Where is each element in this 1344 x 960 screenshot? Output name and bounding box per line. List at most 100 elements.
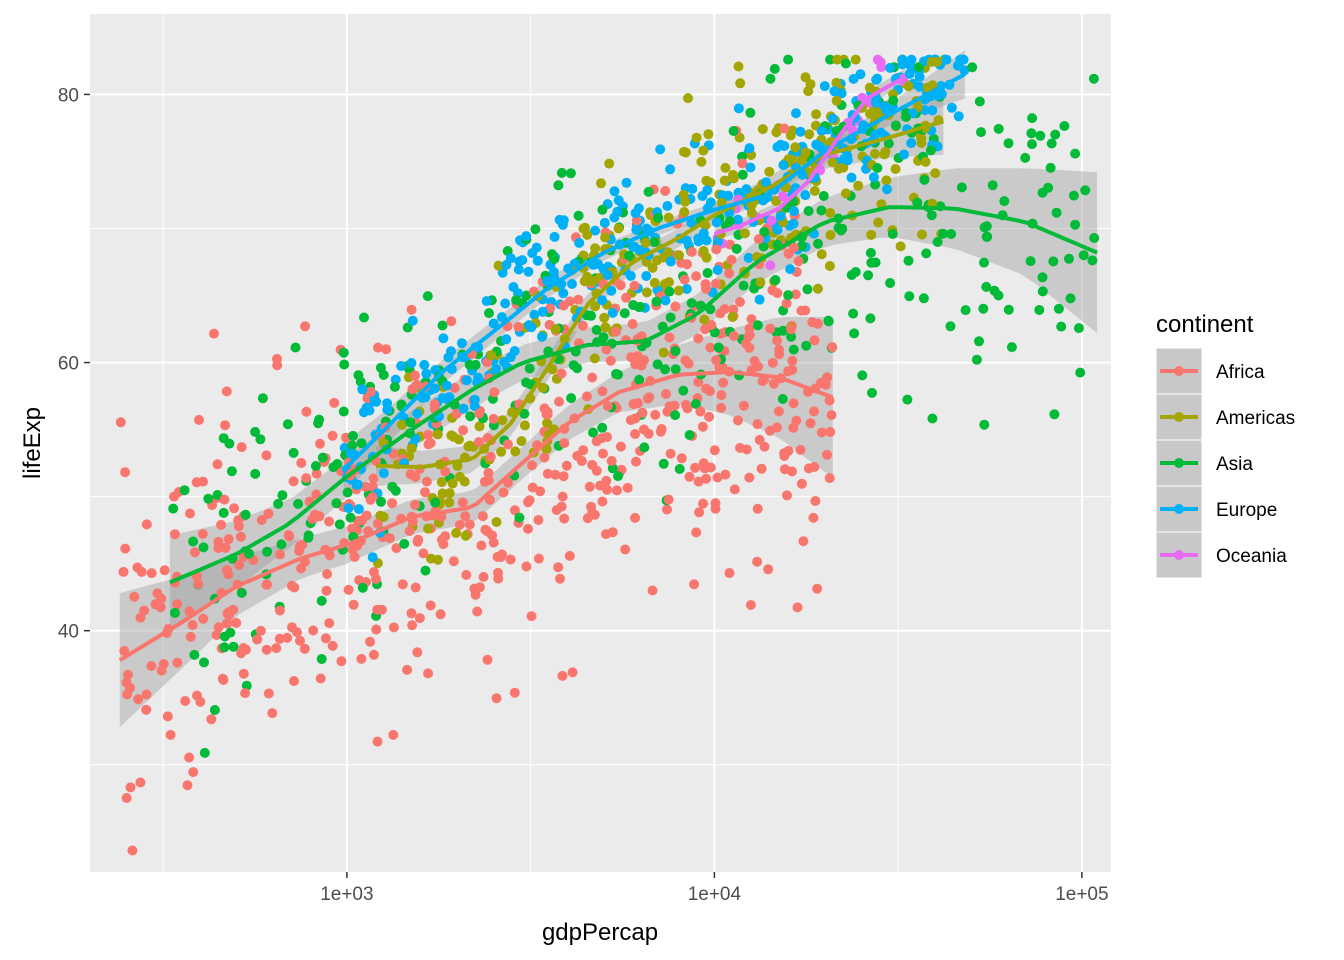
point-europe xyxy=(481,296,492,307)
point-americas xyxy=(649,277,660,288)
point-europe xyxy=(904,68,915,79)
point-asia xyxy=(244,548,254,559)
point-africa xyxy=(371,624,382,635)
point-asia xyxy=(902,394,913,405)
point-asia xyxy=(649,237,660,247)
point-africa xyxy=(629,280,640,291)
point-africa xyxy=(133,694,144,705)
point-asia xyxy=(786,331,797,342)
point-asia xyxy=(514,512,525,523)
point-europe xyxy=(567,279,577,289)
legend-label: Europe xyxy=(1216,500,1277,521)
point-africa xyxy=(774,349,785,360)
point-asia xyxy=(389,381,400,392)
point-europe xyxy=(630,208,641,219)
point-africa xyxy=(607,527,618,538)
point-africa xyxy=(664,332,675,343)
point-africa xyxy=(125,782,136,793)
point-africa xyxy=(598,448,608,459)
point-africa xyxy=(676,257,687,268)
point-africa xyxy=(561,460,572,471)
point-asia xyxy=(613,369,623,380)
point-europe xyxy=(681,284,692,294)
point-africa xyxy=(182,780,193,791)
point-asia xyxy=(250,468,261,479)
point-europe xyxy=(542,276,553,287)
point-americas xyxy=(764,166,775,177)
point-europe xyxy=(357,384,368,395)
point-europe xyxy=(906,138,917,148)
point-asia xyxy=(927,413,938,424)
point-africa xyxy=(360,481,371,492)
point-africa xyxy=(275,549,285,560)
smooth-line-oceania xyxy=(713,75,906,236)
point-americas xyxy=(701,175,712,186)
point-africa xyxy=(567,667,578,678)
point-americas xyxy=(510,446,521,457)
point-africa xyxy=(647,585,658,596)
point-asia xyxy=(1027,139,1037,150)
point-africa xyxy=(391,543,402,554)
point-europe xyxy=(613,195,624,206)
point-asia xyxy=(1003,304,1014,315)
point-africa xyxy=(698,498,709,509)
point-americas xyxy=(447,478,458,489)
point-asia xyxy=(218,507,229,518)
point-asia xyxy=(565,168,576,179)
point-asia xyxy=(833,223,844,233)
point-europe xyxy=(946,102,957,113)
point-americas xyxy=(600,322,611,333)
point-asia xyxy=(783,290,794,301)
point-asia xyxy=(709,327,720,338)
point-africa xyxy=(315,673,326,684)
point-asia xyxy=(437,320,448,331)
point-africa xyxy=(320,633,331,644)
point-americas xyxy=(604,158,615,169)
point-americas xyxy=(579,276,590,287)
point-americas xyxy=(613,223,624,234)
point-africa xyxy=(650,409,661,420)
point-asia xyxy=(678,385,689,396)
point-europe xyxy=(421,368,432,379)
point-europe xyxy=(406,358,417,368)
point-oceania xyxy=(765,260,776,271)
point-africa xyxy=(221,618,232,629)
point-americas xyxy=(658,347,669,358)
point-americas xyxy=(673,285,684,296)
point-asia xyxy=(1051,207,1062,218)
point-asia xyxy=(758,241,769,252)
legend-item-americas: Americas xyxy=(1155,393,1295,441)
point-africa xyxy=(809,462,820,472)
point-africa xyxy=(630,413,641,424)
point-asia xyxy=(777,394,788,404)
point-europe xyxy=(712,236,723,247)
point-africa xyxy=(792,602,803,613)
legend-label: Asia xyxy=(1216,454,1253,475)
point-asia xyxy=(737,169,748,180)
point-asia xyxy=(203,493,214,504)
point-asia xyxy=(803,206,814,216)
point-asia xyxy=(1046,138,1057,149)
point-oceania xyxy=(872,54,883,65)
point-africa xyxy=(788,398,799,409)
point-europe xyxy=(842,155,853,166)
point-europe xyxy=(352,479,363,490)
point-europe xyxy=(953,111,964,122)
point-africa xyxy=(120,467,131,478)
point-africa xyxy=(118,566,129,577)
point-africa xyxy=(788,422,799,433)
point-europe xyxy=(345,448,356,459)
point-africa xyxy=(535,486,546,497)
point-asia xyxy=(971,354,982,365)
point-asia xyxy=(887,229,898,239)
point-africa xyxy=(783,445,794,456)
point-asia xyxy=(802,284,813,295)
point-asia xyxy=(840,58,851,69)
point-asia xyxy=(652,359,663,370)
point-asia xyxy=(1053,303,1064,314)
point-africa xyxy=(741,338,751,349)
point-asia xyxy=(639,442,650,453)
point-europe xyxy=(367,552,378,563)
point-europe xyxy=(789,206,799,217)
point-europe xyxy=(733,103,744,114)
